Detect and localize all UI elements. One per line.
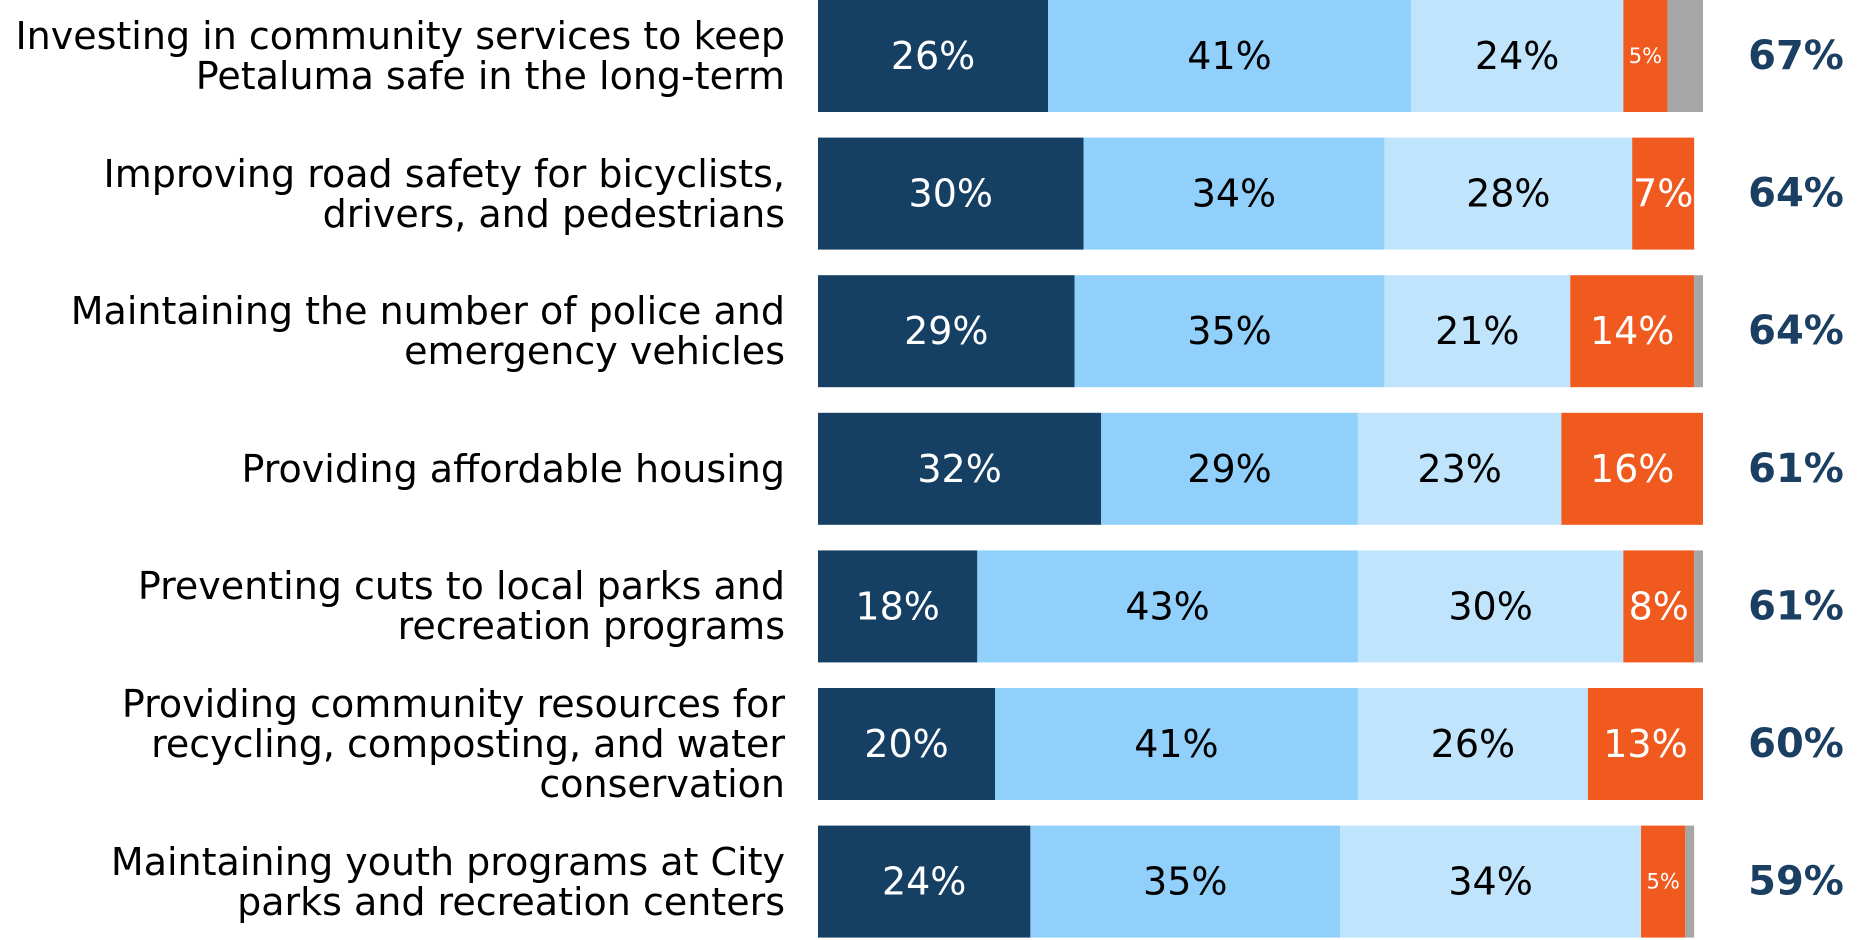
data-label: 20% bbox=[864, 722, 948, 766]
data-label: 26% bbox=[1431, 722, 1515, 766]
bar-segment bbox=[1694, 275, 1703, 388]
bar-segment bbox=[995, 688, 1358, 800]
category-label: Improving road safety for bicyclists, dr… bbox=[103, 151, 785, 236]
data-label: 14% bbox=[1590, 309, 1674, 353]
category-label: Providing community resources for recycl… bbox=[121, 682, 785, 806]
data-label: 35% bbox=[1187, 309, 1271, 353]
bar-segment bbox=[818, 825, 1031, 938]
bar-segment bbox=[818, 275, 1075, 388]
data-label: 28% bbox=[1466, 172, 1550, 216]
bar-segment bbox=[1357, 688, 1588, 800]
bar-segment bbox=[818, 137, 1084, 250]
bar-segment bbox=[1632, 137, 1695, 250]
data-label: 30% bbox=[1448, 584, 1532, 628]
data-label: 35% bbox=[1143, 860, 1227, 904]
bar-segment bbox=[1083, 137, 1385, 250]
bar-segment bbox=[1340, 825, 1642, 938]
total-label: 67% bbox=[1748, 33, 1844, 79]
bar-segment bbox=[1101, 412, 1358, 525]
category-label: Investing in community services to keep … bbox=[15, 14, 785, 98]
data-label: 24% bbox=[882, 860, 966, 904]
bar-segment bbox=[1667, 0, 1703, 112]
data-label: 23% bbox=[1417, 447, 1501, 491]
bar-segment bbox=[1357, 412, 1562, 525]
bar-segment bbox=[1384, 137, 1633, 250]
data-label: 7% bbox=[1633, 172, 1693, 216]
total-label: 64% bbox=[1748, 308, 1844, 354]
bar-segment bbox=[1623, 0, 1668, 112]
data-label: 43% bbox=[1125, 584, 1209, 628]
bar-segment bbox=[1570, 275, 1695, 388]
category-label: Maintaining youth programs at City parks… bbox=[110, 839, 785, 924]
bar-segment bbox=[1623, 550, 1695, 663]
bar-segment bbox=[818, 688, 995, 800]
data-label: 16% bbox=[1590, 447, 1674, 491]
total-label: 61% bbox=[1748, 583, 1844, 629]
data-label: 5% bbox=[1647, 870, 1680, 894]
total-label: 59% bbox=[1748, 859, 1844, 905]
bar-segment bbox=[1074, 275, 1385, 388]
data-label: 29% bbox=[904, 309, 988, 353]
data-label: 24% bbox=[1475, 34, 1559, 78]
total-label: 61% bbox=[1748, 446, 1844, 492]
bar-segment bbox=[1685, 825, 1695, 938]
data-label: 18% bbox=[855, 584, 939, 628]
bar-segment bbox=[1561, 412, 1703, 525]
category-label: Preventing cuts to local parks and recre… bbox=[137, 564, 785, 649]
bar-segment bbox=[818, 412, 1102, 525]
bar-segment bbox=[1384, 275, 1571, 388]
data-label: 26% bbox=[891, 34, 975, 78]
data-label: 41% bbox=[1187, 34, 1271, 78]
category-label: Maintaining the number of police and eme… bbox=[70, 289, 785, 374]
bar-segment bbox=[1410, 0, 1624, 112]
data-label: 30% bbox=[909, 172, 993, 216]
data-label: 32% bbox=[917, 447, 1001, 491]
bar-segment bbox=[977, 550, 1358, 663]
bar-segment bbox=[818, 550, 978, 663]
bar-segment bbox=[1641, 825, 1686, 938]
data-label: 34% bbox=[1448, 860, 1532, 904]
bar-segment bbox=[1030, 825, 1341, 938]
data-label: 21% bbox=[1435, 309, 1519, 353]
bar-segment bbox=[1694, 550, 1703, 663]
data-label: 8% bbox=[1629, 584, 1689, 628]
data-label: 13% bbox=[1603, 722, 1687, 766]
data-label: 34% bbox=[1192, 172, 1276, 216]
bar-segment bbox=[818, 0, 1049, 112]
bar-segment bbox=[1357, 550, 1624, 663]
total-label: 60% bbox=[1748, 721, 1844, 767]
data-label: 41% bbox=[1134, 722, 1218, 766]
bar-segment bbox=[1048, 0, 1411, 112]
bar-segment bbox=[1587, 688, 1703, 800]
data-label: 29% bbox=[1187, 447, 1271, 491]
total-label: 64% bbox=[1748, 171, 1844, 217]
data-label: 5% bbox=[1629, 44, 1662, 68]
category-label: Providing affordable housing bbox=[241, 446, 786, 491]
